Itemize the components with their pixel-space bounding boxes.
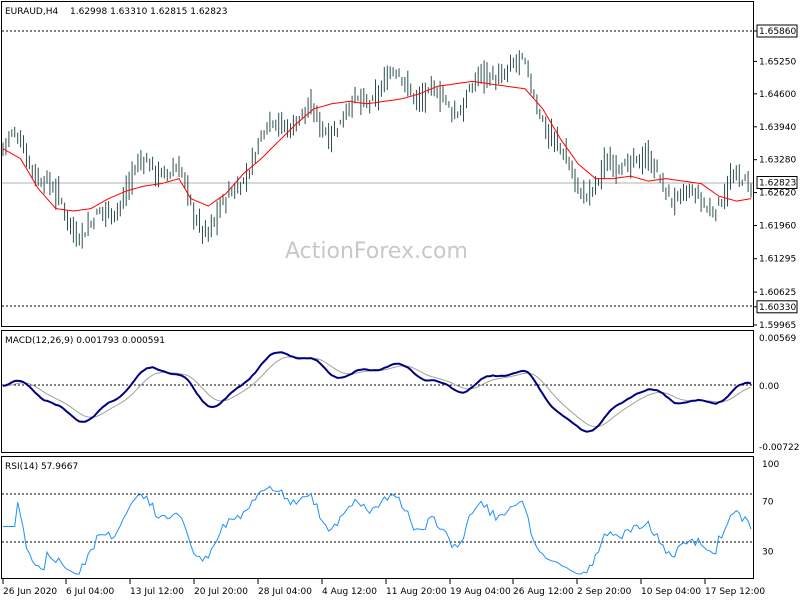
price-axis: 1.65860 1.65250 1.64600 1.63940 1.63280 1.626… <box>753 24 798 331</box>
time-tick-label: 13 Jul 12:00 <box>130 587 184 597</box>
rsi-pane-border <box>1 456 754 579</box>
time-tick-label: 19 Aug 04:00 <box>450 587 511 597</box>
time-tick-label: 6 Jul 04:00 <box>66 587 115 597</box>
price-tick-label: 1.64600 <box>759 90 796 100</box>
macd-title: MACD(12,26,9) 0.001793 0.000591 <box>5 336 165 346</box>
price-tick-label: 1.59965 <box>759 321 796 331</box>
time-tick-label: 26 Jun 2020 <box>3 587 57 597</box>
rsi-axis: 100 70 30 <box>762 460 779 558</box>
price-tick-label: 1.63280 <box>759 156 796 166</box>
price-bars <box>2 50 752 249</box>
rsi-title: RSI(14) 57.9667 <box>5 462 78 472</box>
price-tick-label: 1.60625 <box>759 288 796 298</box>
price-tick-label: 1.65250 <box>759 57 796 67</box>
price-tick-label: 1.65860 <box>759 27 796 37</box>
rsi-tick-label: 30 <box>762 548 774 558</box>
price-tick-label: 1.61960 <box>759 222 796 232</box>
time-tick-label: 17 Sep 12:00 <box>705 587 765 597</box>
time-tick-label: 2 Sep 20:00 <box>577 587 632 597</box>
price-tick-label: 1.61295 <box>759 255 796 265</box>
price-ohlc-values: 1.62998 1.63310 1.62815 1.62823 <box>70 7 227 17</box>
macd-pane-border <box>1 330 754 453</box>
price-tick-label: 1.63940 <box>759 123 796 133</box>
time-tick-label: 4 Aug 12:00 <box>322 587 377 597</box>
price-pane: EURAUD,H4 1.62998 1.63310 1.62815 1.6282… <box>1 1 798 331</box>
macd-tick-label: -0.00722 <box>759 443 799 453</box>
rsi-line <box>3 485 752 575</box>
rsi-tick-label: 100 <box>762 460 779 470</box>
price-tick-label: 1.62620 <box>759 189 796 199</box>
time-tick-label: 10 Sep 04:00 <box>641 587 701 597</box>
price-pane-border <box>1 1 754 327</box>
time-tick-label: 26 Aug 12:00 <box>513 587 574 597</box>
macd-pane: MACD(12,26,9) 0.001793 0.000591 0.005690… <box>1 330 799 453</box>
price-title: EURAUD,H4 <box>5 7 58 17</box>
macd-signal-line <box>2 356 752 428</box>
moving-average-line <box>2 80 752 212</box>
time-tick-label: 11 Aug 20:00 <box>386 587 447 597</box>
rsi-pane: RSI(14) 57.9667 100 70 30 <box>1 456 779 579</box>
time-axis: 26 Jun 2020 6 Jul 04:00 13 Jul 12:00 20 Jul… <box>2 579 765 597</box>
current-price-box <box>756 176 798 189</box>
watermark: ActionForex.com <box>285 239 468 264</box>
macd-axis: 0.00569 0.00 -0.00722 <box>759 334 799 453</box>
rsi-tick-label: 70 <box>762 498 774 508</box>
macd-tick-label: 0.00569 <box>759 334 796 344</box>
macd-main-line <box>2 351 752 433</box>
price-tick-label: 1.60330 <box>759 303 796 313</box>
time-tick-label: 28 Jul 04:00 <box>258 587 312 597</box>
macd-tick-label: 0.00 <box>759 382 779 392</box>
current-price-label: 1.62823 <box>759 179 796 189</box>
time-tick-label: 20 Jul 20:00 <box>194 587 248 597</box>
